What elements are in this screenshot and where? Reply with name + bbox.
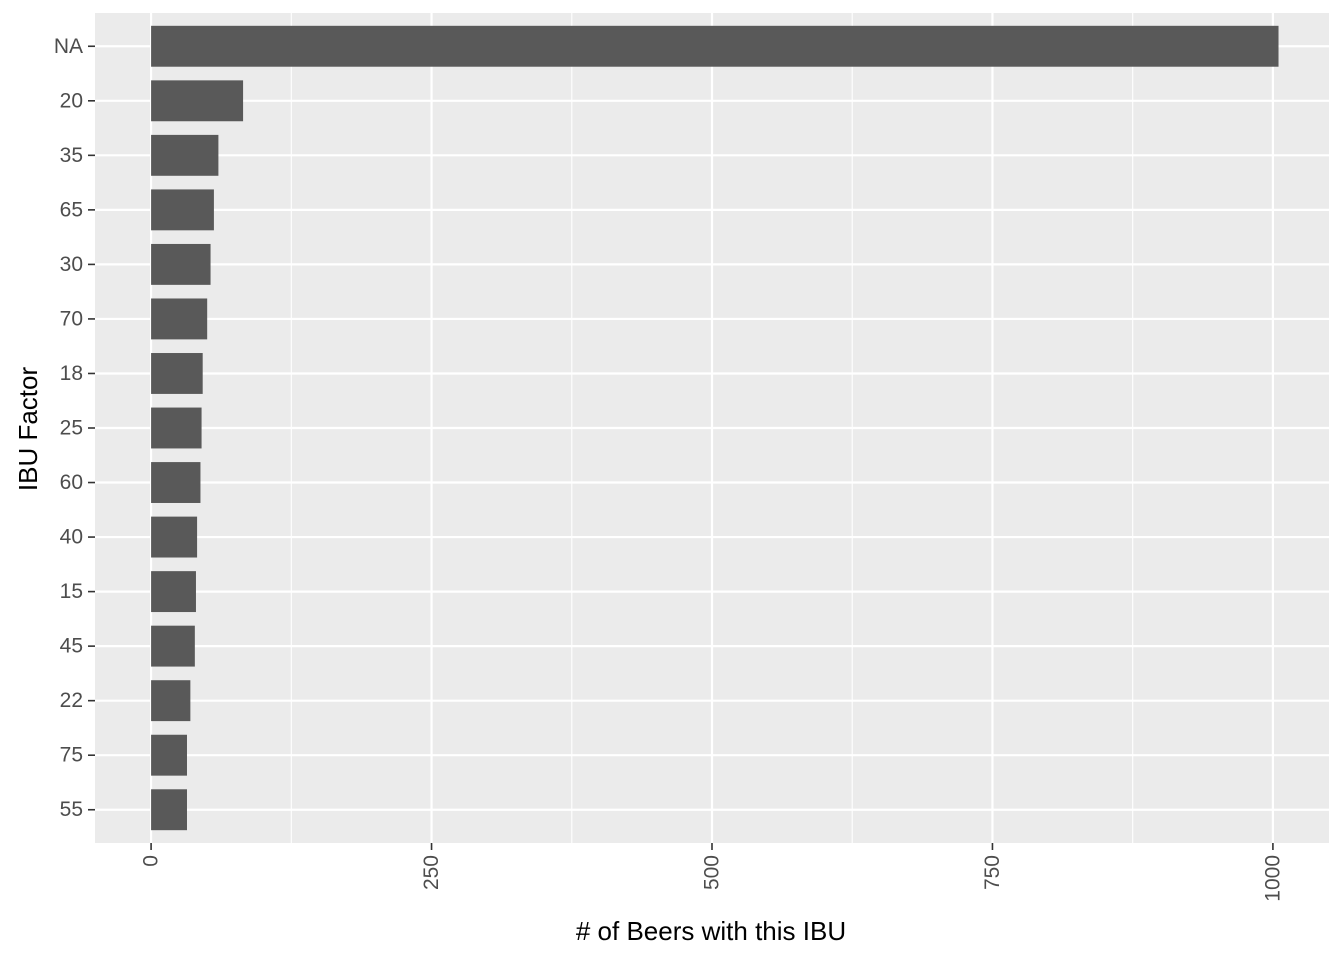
- bar: [151, 462, 201, 503]
- bar: [151, 80, 244, 122]
- bar: [151, 680, 191, 722]
- bar: [151, 189, 214, 231]
- y-tick-label: 22: [60, 689, 83, 712]
- y-axis: NA 20 35 65 30 70 18 25 60 40 15 45 22 75 55: [54, 35, 95, 821]
- bar: [151, 353, 203, 394]
- x-tick-label: 0: [140, 855, 163, 867]
- bar: [151, 134, 219, 176]
- y-tick-label: 15: [60, 580, 83, 603]
- y-tick-label: 40: [60, 526, 83, 549]
- y-tick-label: 20: [60, 89, 83, 112]
- y-tick-label: 75: [60, 744, 83, 767]
- bar: [151, 407, 202, 449]
- y-tick-label: 55: [60, 798, 83, 821]
- x-tick-label: 250: [420, 855, 443, 890]
- x-tick-label: 1000: [1261, 855, 1284, 902]
- bar: [151, 516, 198, 558]
- y-tick-label: 18: [60, 362, 83, 385]
- bar: [151, 571, 196, 613]
- bar: [151, 25, 1279, 67]
- y-tick-label: 45: [60, 635, 83, 658]
- x-tick-label: 750: [981, 855, 1004, 890]
- x-tick-label: 500: [701, 855, 724, 890]
- bar: [151, 734, 187, 776]
- y-tick-label: 35: [60, 144, 83, 167]
- y-tick-label: NA: [54, 35, 83, 58]
- y-tick-label: 65: [60, 198, 83, 221]
- bar: [151, 243, 211, 285]
- y-tick-label: 25: [60, 417, 83, 440]
- y-axis-title: IBU Factor: [13, 367, 43, 492]
- bar: [151, 298, 208, 340]
- y-tick-label: 60: [60, 471, 83, 494]
- bar: [151, 625, 195, 667]
- y-tick-label: 70: [60, 307, 83, 330]
- y-tick-label: 30: [60, 253, 83, 276]
- bars: [151, 25, 1279, 831]
- bar: [151, 789, 187, 831]
- x-axis: 0 250 500 750 1000: [140, 843, 1284, 902]
- x-axis-title: # of Beers with this IBU: [576, 916, 846, 946]
